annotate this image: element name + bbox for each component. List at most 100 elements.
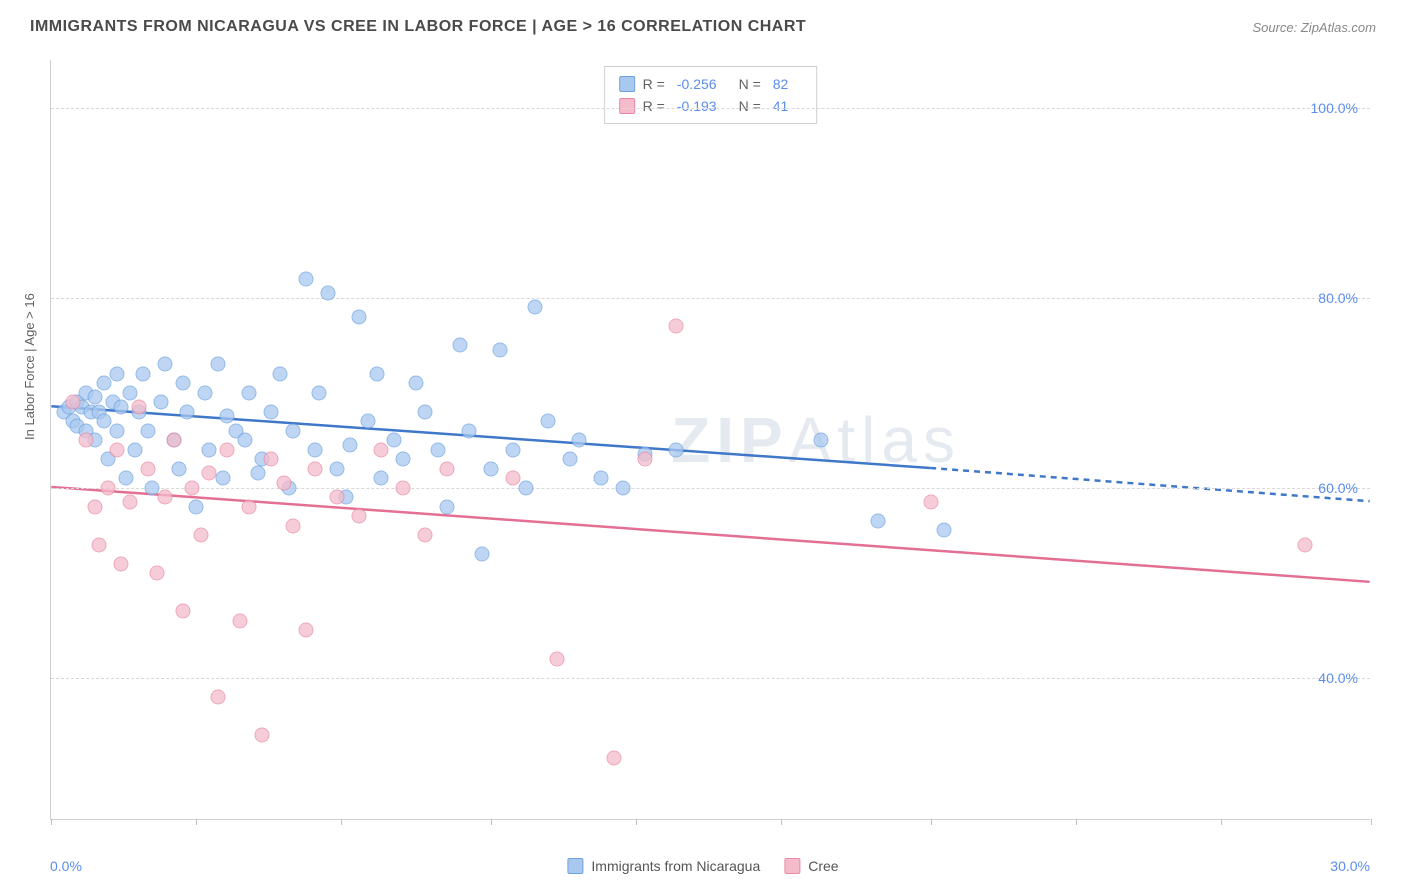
data-point (369, 366, 384, 381)
data-point (484, 461, 499, 476)
data-point (871, 513, 886, 528)
data-point (937, 523, 952, 538)
data-point (286, 518, 301, 533)
data-point (242, 499, 257, 514)
n-value-1: 82 (773, 73, 789, 95)
legend-item-series-2: Cree (784, 858, 838, 874)
chart-title: IMMIGRANTS FROM NICARAGUA VS CREE IN LAB… (30, 18, 806, 36)
data-point (462, 423, 477, 438)
data-point (202, 442, 217, 457)
data-point (272, 366, 287, 381)
data-point (184, 480, 199, 495)
y-axis-title: In Labor Force | Age > 16 (22, 293, 37, 440)
data-point (299, 623, 314, 638)
data-point (176, 604, 191, 619)
data-point (528, 300, 543, 315)
data-point (88, 390, 103, 405)
gridline (51, 298, 1370, 299)
data-point (475, 547, 490, 562)
data-point (330, 461, 345, 476)
data-point (110, 442, 125, 457)
data-point (519, 480, 534, 495)
data-point (211, 357, 226, 372)
data-point (352, 309, 367, 324)
data-point (123, 385, 138, 400)
data-point (814, 433, 829, 448)
data-point (158, 357, 173, 372)
data-point (167, 433, 182, 448)
data-point (308, 442, 323, 457)
scatter-plot-area: R = -0.256 N = 82 R = -0.193 N = 41 ZIPA… (50, 60, 1370, 820)
x-tick (51, 819, 52, 825)
data-point (96, 376, 111, 391)
data-point (492, 342, 507, 357)
data-point (668, 442, 683, 457)
data-point (92, 537, 107, 552)
swatch-series-2 (619, 98, 635, 114)
data-point (312, 385, 327, 400)
data-point (193, 528, 208, 543)
data-point (140, 423, 155, 438)
data-point (110, 366, 125, 381)
data-point (96, 414, 111, 429)
data-point (594, 471, 609, 486)
data-point (176, 376, 191, 391)
x-tick (636, 819, 637, 825)
data-point (211, 689, 226, 704)
data-point (396, 452, 411, 467)
data-point (132, 399, 147, 414)
x-tick (341, 819, 342, 825)
legend-row-series-1: R = -0.256 N = 82 (619, 73, 803, 95)
data-point (418, 528, 433, 543)
gridline (51, 488, 1370, 489)
data-point (924, 494, 939, 509)
data-point (418, 404, 433, 419)
swatch-series-2-bottom (784, 858, 800, 874)
data-point (277, 475, 292, 490)
data-point (171, 461, 186, 476)
data-point (343, 437, 358, 452)
data-point (321, 285, 336, 300)
data-point (220, 409, 235, 424)
data-point (453, 338, 468, 353)
data-point (202, 466, 217, 481)
data-point (264, 452, 279, 467)
data-point (215, 471, 230, 486)
r-value-2: -0.193 (677, 95, 717, 117)
gridline (51, 678, 1370, 679)
data-point (88, 499, 103, 514)
data-point (250, 466, 265, 481)
series-legend: Immigrants from Nicaragua Cree (567, 858, 838, 874)
data-point (286, 423, 301, 438)
data-point (220, 442, 235, 457)
data-point (616, 480, 631, 495)
data-point (237, 433, 252, 448)
data-point (352, 509, 367, 524)
data-point (431, 442, 446, 457)
data-point (114, 556, 129, 571)
data-point (607, 751, 622, 766)
data-point (189, 499, 204, 514)
data-point (136, 366, 151, 381)
y-tick-label: 40.0% (1318, 670, 1358, 686)
x-axis-max-label: 30.0% (1330, 858, 1370, 874)
data-point (396, 480, 411, 495)
data-point (118, 471, 133, 486)
x-tick (491, 819, 492, 825)
y-tick-label: 80.0% (1318, 290, 1358, 306)
data-point (330, 490, 345, 505)
r-value-1: -0.256 (677, 73, 717, 95)
swatch-series-1 (619, 76, 635, 92)
x-tick (931, 819, 932, 825)
data-point (506, 442, 521, 457)
data-point (127, 442, 142, 457)
correlation-legend: R = -0.256 N = 82 R = -0.193 N = 41 (604, 66, 818, 124)
y-tick-label: 100.0% (1311, 100, 1358, 116)
swatch-series-1-bottom (567, 858, 583, 874)
data-point (374, 471, 389, 486)
data-point (149, 566, 164, 581)
data-point (506, 471, 521, 486)
x-axis-min-label: 0.0% (50, 858, 82, 874)
data-point (387, 433, 402, 448)
legend-item-series-1: Immigrants from Nicaragua (567, 858, 760, 874)
